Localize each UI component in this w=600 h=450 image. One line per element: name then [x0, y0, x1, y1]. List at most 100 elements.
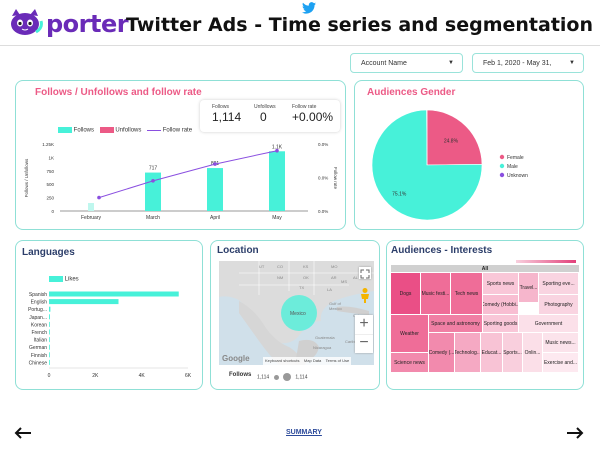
date-range-label: Feb 1, 2020 - May 31,: [483, 60, 552, 67]
terms-link[interactable]: Terms of Use: [325, 358, 350, 363]
treemap-cell[interactable]: Comedy (...: [429, 333, 454, 372]
y-axis-title-right: Follow rate: [333, 167, 338, 190]
treemap-cell[interactable]: Science news: [391, 353, 428, 372]
map-label-nm: NM: [277, 275, 284, 280]
interests-color-scale: [516, 260, 576, 263]
language-bar[interactable]: [49, 299, 119, 305]
language-bar[interactable]: [49, 359, 50, 365]
treemap-cell[interactable]: Government: [519, 315, 578, 332]
pie-slice[interactable]: [426, 109, 483, 166]
kpi-follow-rate-value: +0.00%: [292, 110, 334, 124]
prev-page-button[interactable]: [14, 426, 32, 440]
treemap-cell[interactable]: Exercise and...: [543, 353, 578, 372]
language-bar[interactable]: [49, 291, 179, 297]
treemap-cell[interactable]: Tech news: [451, 273, 482, 314]
language-bar[interactable]: [49, 329, 50, 335]
treemap-cell[interactable]: Sports news: [483, 273, 518, 294]
follow-rate-point[interactable]: [97, 195, 101, 200]
treemap-cell[interactable]: Educat...: [481, 333, 502, 372]
language-bar[interactable]: [49, 321, 50, 327]
language-bar[interactable]: [49, 314, 50, 320]
map-label-gulf: Gulf of Mexico: [329, 301, 342, 311]
pie-legend-dot: [499, 154, 505, 160]
treemap-cell[interactable]: Onlin...: [523, 333, 542, 372]
map-label-ms: MS: [341, 279, 347, 284]
kpi-follow-rate: Follow rate +0.00%: [292, 104, 333, 124]
treemap-cell[interactable]: Weather: [391, 315, 428, 352]
x-tick-label: 2K: [92, 373, 99, 379]
zoom-in-button[interactable]: +: [359, 315, 369, 332]
follow-rate-point[interactable]: [151, 179, 155, 183]
x-tick-label: 0: [48, 373, 51, 379]
pie-slice[interactable]: [371, 109, 483, 221]
mexico-bubble[interactable]: [281, 295, 317, 331]
location-map[interactable]: UT CO KS MO NM OK AR TX LA MS AL Gulf of…: [219, 261, 374, 365]
location-legend-min: 1,114: [257, 374, 270, 381]
account-name-dropdown[interactable]: Account Name ▼: [350, 53, 463, 73]
treemap-cell[interactable]: Sports...: [503, 333, 522, 372]
right-tick-label: 0.0%: [318, 176, 328, 181]
follows-bar[interactable]: [207, 168, 223, 211]
map-label-ut: UT: [259, 264, 265, 269]
legend-swatch-follow-rate: [147, 129, 162, 131]
pie-slice-label: 75.1%: [392, 191, 407, 197]
follows-bar[interactable]: [269, 151, 285, 211]
follow-rate-point[interactable]: [275, 148, 279, 153]
legend-follow-rate: Follow rate: [162, 127, 193, 134]
treemap-cell[interactable]: Music festi...: [421, 273, 450, 314]
kpi-follows-label: Follows: [212, 104, 229, 110]
location-card-title: Location: [217, 245, 259, 256]
follow-rate-line: [98, 150, 278, 199]
map-label-ks: KS: [303, 264, 309, 269]
treemap-cell[interactable]: Dogs: [391, 273, 420, 314]
treemap-cell[interactable]: Music news...: [543, 333, 578, 352]
x-tick-label: April: [210, 215, 220, 221]
keyboard-shortcuts-link[interactable]: Keyboard shortcuts: [265, 358, 300, 363]
map-footer: Keyboard shortcuts Map Data Terms of Use: [263, 357, 352, 365]
map-label-tx: TX: [299, 285, 305, 290]
legend-follows: Follows: [73, 127, 95, 134]
next-page-button[interactable]: [566, 426, 584, 440]
legend-swatch-likes: [49, 276, 63, 282]
kpi-unfollows: Unfollows 0: [254, 104, 276, 124]
treemap-cell[interactable]: Technolog...: [455, 333, 480, 372]
interests-card: Audiences - Interests All Dogs Music fest…: [386, 240, 584, 390]
language-label: Finnish: [31, 353, 47, 359]
treemap-cell[interactable]: Photography: [539, 295, 578, 314]
treemap-cell[interactable]: Comedy (Hobbi...: [483, 295, 518, 314]
gender-card: Audiences Gender 24.8% 75.1% Female Male Unk…: [354, 80, 584, 230]
dropdown-arrow-icon: ▼: [448, 60, 454, 66]
legend-unfollows: Unfollows: [115, 127, 142, 134]
zoom-out-button[interactable]: −: [355, 334, 373, 353]
gender-card-title: Audiences Gender: [367, 87, 456, 98]
fullscreen-button[interactable]: [359, 267, 371, 279]
legend-swatch-unfollows: [99, 127, 114, 133]
treemap-cell[interactable]: Sporting goods: [483, 315, 518, 332]
language-bar[interactable]: [49, 344, 50, 350]
y-tick-label: 1.25K: [42, 142, 54, 147]
map-label-mexico: Mexico: [290, 311, 306, 317]
follow-rate-point[interactable]: [213, 162, 217, 166]
language-label: English: [31, 300, 48, 306]
y-tick-label: 250: [46, 196, 54, 201]
language-bar[interactable]: [49, 337, 50, 343]
x-tick-label: 4K: [139, 373, 146, 379]
brand-logo[interactable]: porter: [46, 10, 129, 38]
map-data-link[interactable]: Map Data: [303, 358, 322, 363]
follows-bar[interactable]: [88, 203, 94, 211]
map-label-nicaragua: Nicaragua: [313, 345, 332, 350]
google-logo[interactable]: Google: [222, 354, 250, 363]
summary-link[interactable]: SUMMARY: [286, 429, 322, 436]
language-bar[interactable]: [49, 352, 50, 358]
arrow-left-icon: [14, 427, 31, 439]
follows-bar[interactable]: [145, 172, 161, 211]
treemap-cell[interactable]: Travel...: [519, 273, 538, 302]
language-bar[interactable]: [49, 306, 51, 312]
map-label-mo: MO: [331, 264, 338, 269]
street-view-pegman-icon[interactable]: [358, 287, 372, 303]
date-range-dropdown[interactable]: Feb 1, 2020 - May 31, ▼: [472, 53, 584, 73]
treemap-cell[interactable]: Space and astronomy: [429, 315, 482, 332]
treemap-cell[interactable]: Sporting eve...: [539, 273, 578, 294]
location-legend: Follows: [229, 372, 251, 378]
